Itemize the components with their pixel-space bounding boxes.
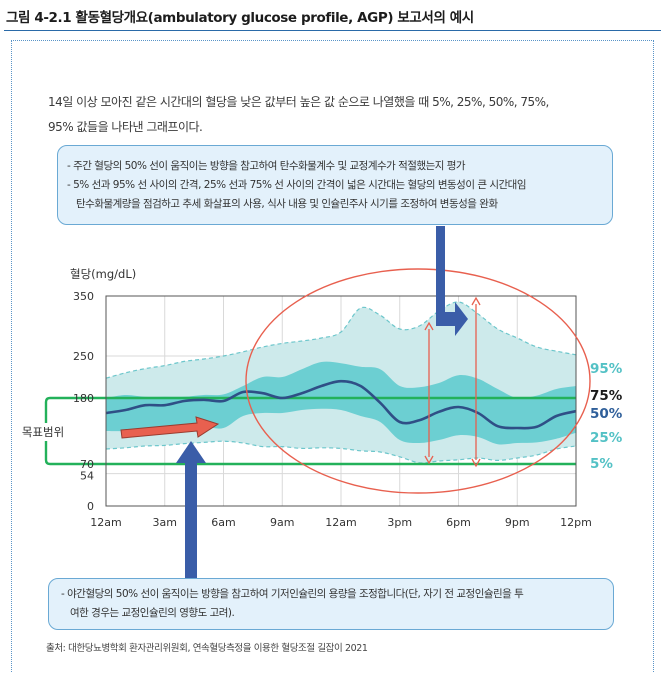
daytime-callout-line-2: - 5% 선과 95% 선 사이의 간격, 25% 선과 75% 선 사이의 간… <box>67 179 526 191</box>
nighttime-callout: - 야간혈당의 50% 선이 움직이는 방향을 참고하여 기저인슐린의 용량을 … <box>48 578 614 630</box>
daytime-callout-line-1: - 주간 혈당의 50% 선이 움직이는 방향을 참고하여 탄수화물계수 및 교… <box>67 160 466 172</box>
intro-line-1: 14일 이상 모아진 같은 시간대의 혈당을 낮은 값부터 높은 값 순으로 나… <box>48 95 549 109</box>
intro-text: 14일 이상 모아진 같은 시간대의 혈당을 낮은 값부터 높은 값 순으로 나… <box>48 90 628 140</box>
nighttime-callout-line-1: - 야간혈당의 50% 선이 움직이는 방향을 참고하여 기저인슐린의 용량을 … <box>61 588 524 600</box>
title-rule <box>4 30 661 31</box>
daytime-callout: - 주간 혈당의 50% 선이 움직이는 방향을 참고하여 탄수화물계수 및 교… <box>57 145 613 225</box>
daytime-callout-line-3: 탄수화물계량을 점검하고 추세 화살표의 사용, 식사 내용 및 인슐린주사 시… <box>76 198 498 210</box>
intro-line-2: 95% 값들을 나타낸 그래프이다. <box>48 120 203 134</box>
source-note: 출처: 대한당뇨병학회 환자관리위원회, 연속혈당측정을 이용한 혈당조절 길잡… <box>46 643 368 654</box>
figure-title: 그림 4-2.1 활동혈당개요(ambulatory glucose profi… <box>6 10 474 26</box>
nighttime-callout-line-2: 여한 경우는 교정인슐린의 영향도 고려). <box>70 607 235 619</box>
figure-frame <box>11 40 654 672</box>
